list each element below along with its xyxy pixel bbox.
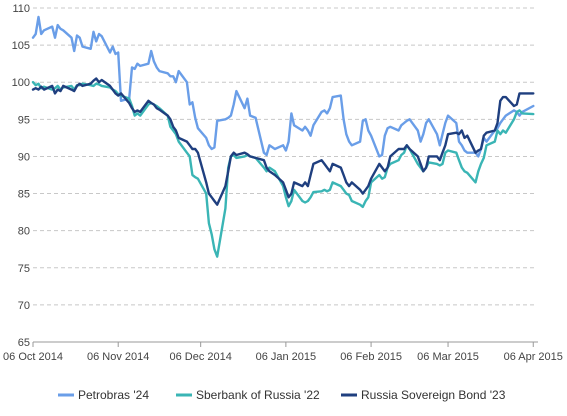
series-line-1 <box>31 15 535 158</box>
x-tick-label: 06 Feb 2015 <box>340 351 402 363</box>
x-tick-label: 06 Dec 2014 <box>169 351 231 363</box>
x-tick-label: 06 Mar 2015 <box>417 351 479 363</box>
legend-label: Petrobras '24 <box>78 388 149 402</box>
legend-label: Sberbank of Russia '22 <box>196 388 320 402</box>
x-tick-label: 06 Nov 2014 <box>87 351 149 363</box>
gridlines <box>33 7 536 306</box>
x-axis: 06 Oct 2014 06 Nov 2014 06 Dec 2014 06 Jan … <box>3 341 563 363</box>
y-tick-label: 75 <box>18 263 30 275</box>
y-tick-label: 105 <box>12 40 30 52</box>
y-tick-label: 85 <box>18 189 30 201</box>
y-tick-label: 95 <box>18 114 30 126</box>
legend-label: Russia Sovereign Bond '23 <box>361 388 506 402</box>
series-line-2 <box>31 81 535 258</box>
series-lines <box>31 15 535 258</box>
x-tick-label: 06 Jan 2015 <box>256 351 317 363</box>
x-tick-label: 06 Oct 2014 <box>3 351 63 363</box>
y-tick-label: 100 <box>12 77 30 89</box>
y-axis-tick-labels: 65 70 75 80 85 90 95 100 105 110 <box>12 3 30 349</box>
y-tick-label: 80 <box>18 226 30 238</box>
series-line-3 <box>31 77 535 206</box>
y-tick-label: 65 <box>18 337 30 349</box>
y-tick-label: 90 <box>18 151 30 163</box>
y-tick-label: 110 <box>12 3 30 15</box>
x-tick-label: 06 Apr 2015 <box>504 351 563 363</box>
legend: Petrobras '24 Sberbank of Russia '22 Russi… <box>58 388 506 402</box>
y-tick-label: 70 <box>18 300 30 312</box>
